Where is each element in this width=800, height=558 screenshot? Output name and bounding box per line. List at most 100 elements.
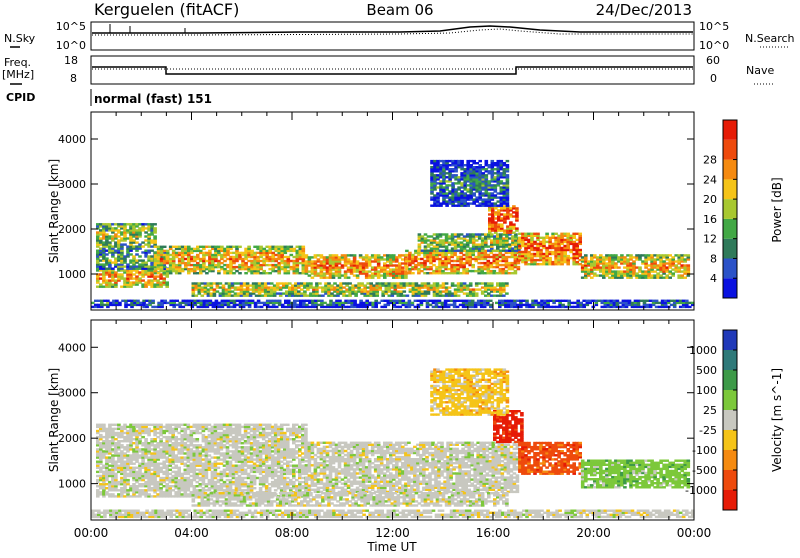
freq-panel-frame	[91, 56, 694, 84]
y-tick-label: 2000	[58, 223, 86, 236]
data-cell	[309, 282, 313, 284]
data-cell	[460, 196, 464, 198]
data-cell	[120, 250, 124, 252]
data-cell	[668, 277, 672, 279]
data-cell	[120, 225, 124, 227]
data-cell	[401, 258, 405, 260]
data-cell	[115, 300, 119, 302]
data-cell	[391, 295, 395, 297]
data-cell	[489, 304, 493, 306]
data-cell	[139, 302, 143, 304]
data-cell	[341, 302, 345, 304]
data-cell	[566, 245, 570, 247]
data-cell	[138, 438, 142, 440]
data-cell	[138, 231, 142, 233]
data-cell	[401, 254, 405, 256]
data-cell	[420, 258, 424, 260]
data-cell	[506, 164, 510, 166]
data-cell	[411, 302, 415, 304]
data-cell	[454, 170, 458, 172]
data-cell	[220, 266, 224, 268]
data-cell	[261, 282, 265, 284]
data-cell	[120, 479, 124, 481]
data-cell	[342, 286, 346, 288]
data-cell	[641, 260, 645, 262]
data-cell	[460, 160, 464, 162]
data-cell	[521, 255, 525, 257]
data-cell	[441, 272, 445, 274]
data-cell	[501, 300, 505, 302]
data-cell	[687, 264, 691, 266]
data-cell	[196, 254, 200, 256]
data-cell	[288, 282, 292, 284]
data-cell	[463, 243, 467, 245]
data-cell	[506, 170, 510, 172]
data-cell	[522, 304, 526, 306]
noise-right-label: N.Search	[745, 32, 795, 45]
data-cell	[469, 284, 473, 286]
data-cell	[453, 302, 457, 304]
data-cell	[481, 198, 485, 200]
data-cell	[120, 434, 124, 436]
data-cell	[628, 300, 632, 302]
data-cell	[201, 295, 205, 297]
data-cell	[99, 452, 103, 454]
data-cell	[472, 160, 476, 162]
data-cell	[320, 254, 324, 256]
colorbar-swatch	[723, 278, 737, 298]
data-cell	[239, 302, 243, 304]
data-cell	[277, 272, 281, 274]
data-cell	[341, 258, 345, 260]
data-cell	[99, 229, 103, 231]
noise-tick-bottom-right: 10^0	[699, 39, 729, 52]
data-cell	[160, 254, 164, 256]
data-cell	[138, 475, 142, 477]
data-cell	[377, 277, 381, 279]
data-cell	[165, 286, 169, 288]
data-cell	[126, 479, 130, 481]
data-cell	[160, 302, 164, 304]
data-cell	[342, 282, 346, 284]
data-cell	[377, 302, 381, 304]
data-cell	[460, 205, 464, 207]
data-cell	[641, 277, 645, 279]
data-cell	[118, 302, 122, 304]
data-cell	[566, 263, 570, 265]
data-cell	[460, 182, 464, 184]
data-cell	[159, 286, 163, 288]
data-cell	[403, 290, 407, 292]
data-cell	[259, 254, 263, 256]
data-cell	[380, 274, 384, 276]
y-tick-label: 4000	[58, 133, 86, 146]
data-cell	[362, 262, 366, 264]
data-cell	[138, 271, 142, 273]
data-cell	[521, 239, 525, 241]
data-cell	[421, 295, 425, 297]
data-cell	[341, 266, 345, 268]
data-cell	[200, 300, 204, 302]
data-cell	[138, 434, 142, 436]
data-cell	[420, 302, 424, 304]
data-cell	[302, 254, 306, 256]
data-cell	[483, 302, 487, 304]
data-cell	[484, 241, 488, 243]
data-cell	[160, 300, 164, 302]
data-cell	[362, 258, 366, 260]
y-tick-label: 3000	[58, 178, 86, 191]
data-cell	[489, 300, 493, 302]
data-cell	[505, 292, 509, 294]
data-cell	[138, 454, 142, 456]
data-cell	[421, 282, 425, 284]
data-cell	[338, 277, 342, 279]
data-cell	[421, 250, 425, 252]
data-cell	[99, 461, 103, 463]
data-cell	[485, 160, 489, 162]
data-cell	[341, 274, 345, 276]
data-cell	[662, 254, 666, 256]
data-cell	[99, 493, 103, 495]
colorbar-swatch	[723, 199, 737, 219]
data-cell	[238, 246, 242, 248]
power-ylabel: Slant Range [km]	[47, 159, 61, 263]
colorbar-tick-label: 16	[703, 213, 717, 226]
data-cell	[106, 300, 110, 302]
